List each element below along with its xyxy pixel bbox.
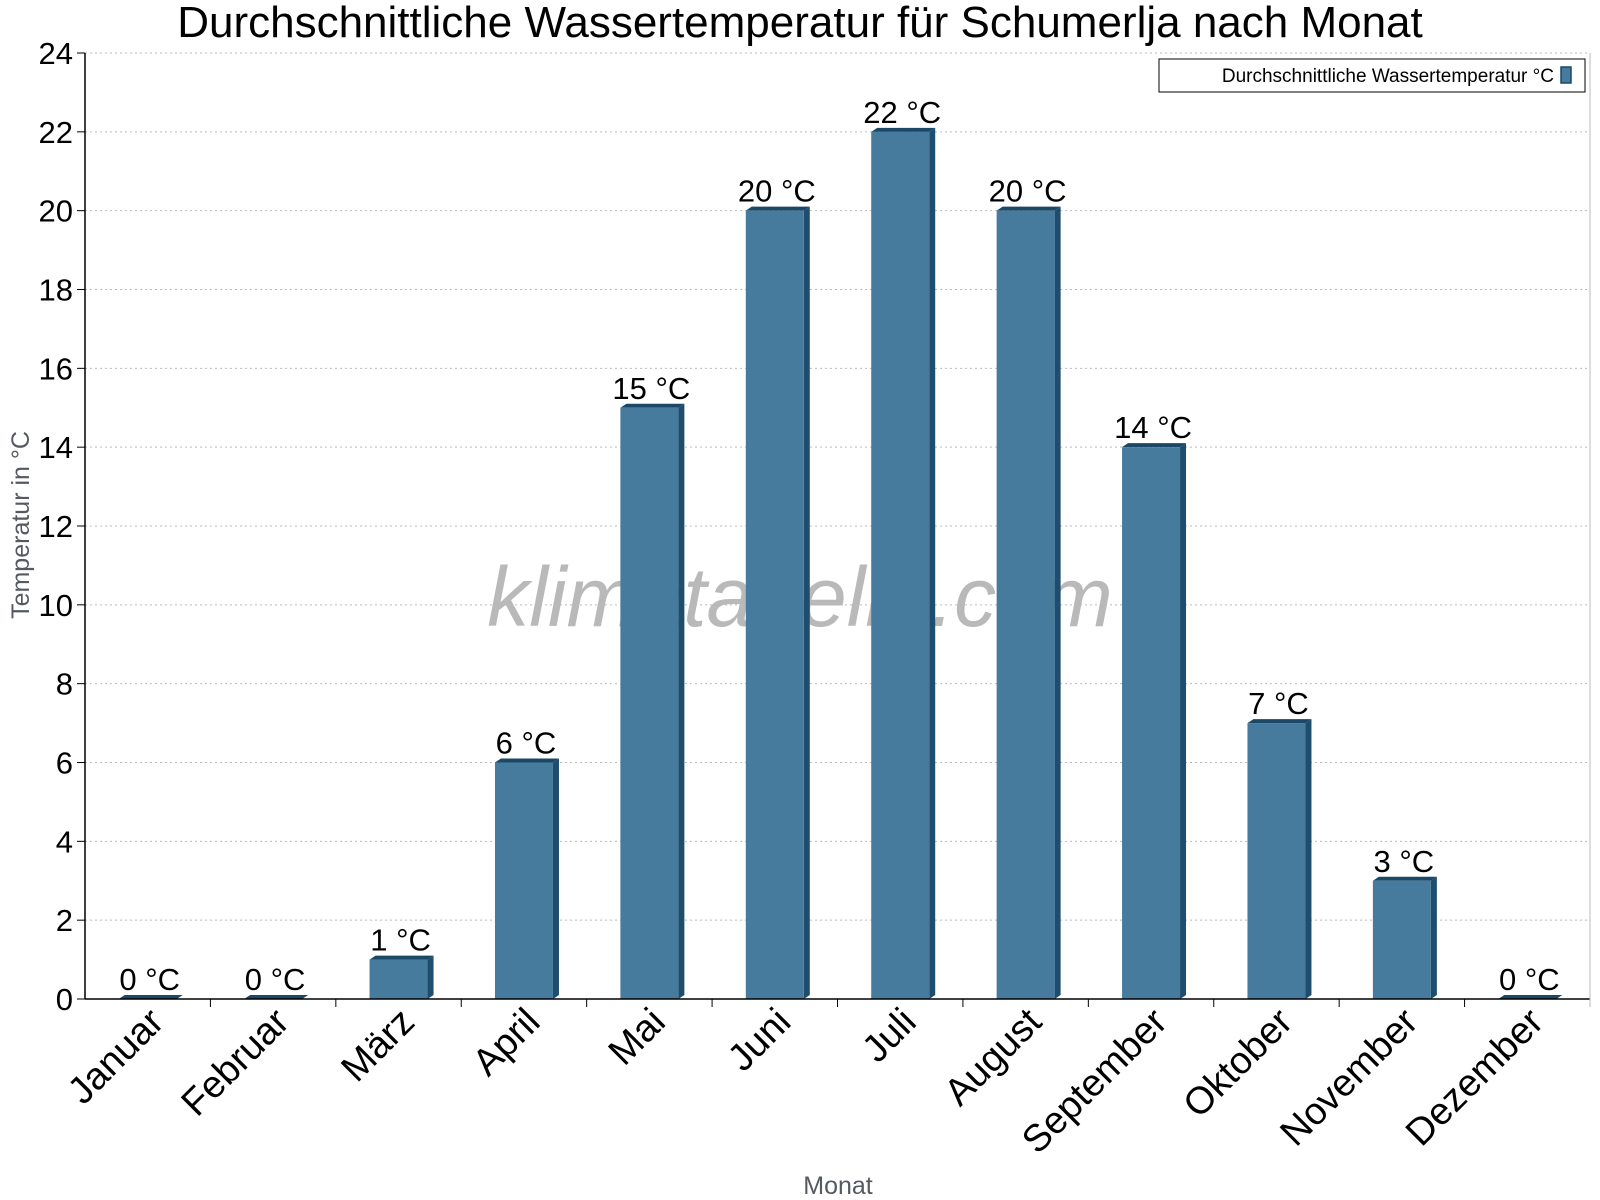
y-tick-label: 22 (39, 115, 73, 150)
x-tick-label: August (937, 1000, 1051, 1114)
bar-top (118, 995, 183, 999)
y-tick-label: 24 (39, 36, 73, 71)
x-tick-label: März (333, 1001, 422, 1090)
bar-side (1180, 443, 1187, 1000)
data-label: 14 °C (1114, 410, 1192, 445)
x-tick-label: Juni (720, 1001, 799, 1080)
data-label: 22 °C (863, 95, 941, 130)
bar-mai: 15 °C (612, 371, 690, 999)
x-tick-label: April (465, 1001, 548, 1084)
bar-november: 3 °C (1372, 844, 1437, 999)
y-tick-label: 14 (39, 430, 73, 465)
bar-top (620, 403, 685, 408)
bar-top (1247, 719, 1312, 724)
x-tick-label: Oktober (1176, 1000, 1302, 1126)
bar-juni: 20 °C (738, 174, 816, 999)
y-tick-label: 2 (56, 903, 73, 938)
bar-side (678, 403, 685, 999)
bar-dezember: 0 °C (1498, 962, 1563, 999)
bar-side (1054, 206, 1061, 999)
grid (85, 52, 1590, 921)
data-label: 0 °C (1499, 962, 1560, 997)
x-tick-label: Mai (601, 1001, 674, 1074)
y-tick-label: 10 (39, 588, 73, 623)
bar-side (1305, 719, 1312, 999)
data-label: 1 °C (370, 923, 431, 958)
bar-top (745, 206, 810, 211)
bar-top (1372, 876, 1437, 881)
data-label: 6 °C (496, 726, 557, 761)
legend-swatch (1560, 66, 1572, 84)
bar-front (745, 210, 804, 999)
bar-februar: 0 °C (244, 962, 309, 999)
bar-september: 14 °C (1114, 410, 1192, 1000)
data-label: 0 °C (245, 962, 306, 997)
bar-side (1430, 876, 1437, 999)
bar-juli: 22 °C (863, 95, 941, 1000)
bar-front (1372, 880, 1431, 999)
bar-front (369, 959, 428, 999)
data-label: 7 °C (1248, 686, 1309, 721)
bar-front (996, 210, 1055, 999)
bar-top (369, 955, 434, 960)
legend-box (1158, 58, 1586, 93)
legend: Durchschnittliche Wassertemperatur °C (1158, 58, 1586, 93)
bar-oktober: 7 °C (1247, 686, 1312, 999)
bar-april: 6 °C (494, 726, 559, 999)
x-tick-label: Februar (174, 1000, 298, 1124)
legend-label: Durchschnittliche Wassertemperatur °C (1222, 66, 1554, 87)
bar-top (1498, 995, 1563, 999)
bar-side (552, 758, 559, 999)
bar-top (1122, 443, 1187, 448)
bar-front (620, 407, 679, 999)
bar-august: 20 °C (989, 174, 1067, 999)
y-tick-label: 16 (39, 351, 73, 386)
bars: 0 °C 0 °C 1 °C 6 °C 15 °C 20 °C 22 °C 20 °C 14 °… (118, 95, 1563, 1000)
bar-top (996, 206, 1061, 211)
y-tick-label: 8 (56, 667, 73, 702)
y-tick-label: 4 (56, 824, 73, 859)
y-tick-label: 12 (39, 509, 73, 544)
x-axis-title: Monat (803, 1172, 873, 1200)
bar-front (1247, 723, 1306, 999)
bar-top (494, 758, 559, 763)
y-tick-label: 18 (39, 273, 73, 308)
data-label: 0 °C (119, 962, 180, 997)
bar-januar: 0 °C (118, 962, 183, 999)
y-tick-label: 0 (56, 982, 73, 1017)
y-axis-title: Temperatur in °C (7, 431, 35, 619)
x-tick-label: Januar (60, 1000, 172, 1112)
x-tick-label: Dezember (1398, 1000, 1552, 1154)
bar-top (244, 995, 309, 999)
bar-side (803, 206, 810, 999)
y-tick-label: 20 (39, 194, 73, 229)
data-label: 15 °C (612, 371, 690, 406)
chart-title: Durchschnittliche Wassertemperatur für S… (177, 0, 1423, 47)
data-label: 3 °C (1374, 844, 1435, 879)
data-label: 20 °C (989, 174, 1067, 209)
bar-front (871, 131, 930, 1000)
bar-side (929, 127, 936, 1000)
bar-front (1122, 447, 1181, 1000)
y-tick-label: 6 (56, 746, 73, 781)
x-tick-label: Juli (855, 1001, 925, 1071)
data-label: 20 °C (738, 174, 816, 209)
bar-märz: 1 °C (369, 923, 434, 999)
bar-top (871, 127, 936, 132)
bar-side (427, 955, 434, 999)
bar-front (494, 762, 553, 999)
